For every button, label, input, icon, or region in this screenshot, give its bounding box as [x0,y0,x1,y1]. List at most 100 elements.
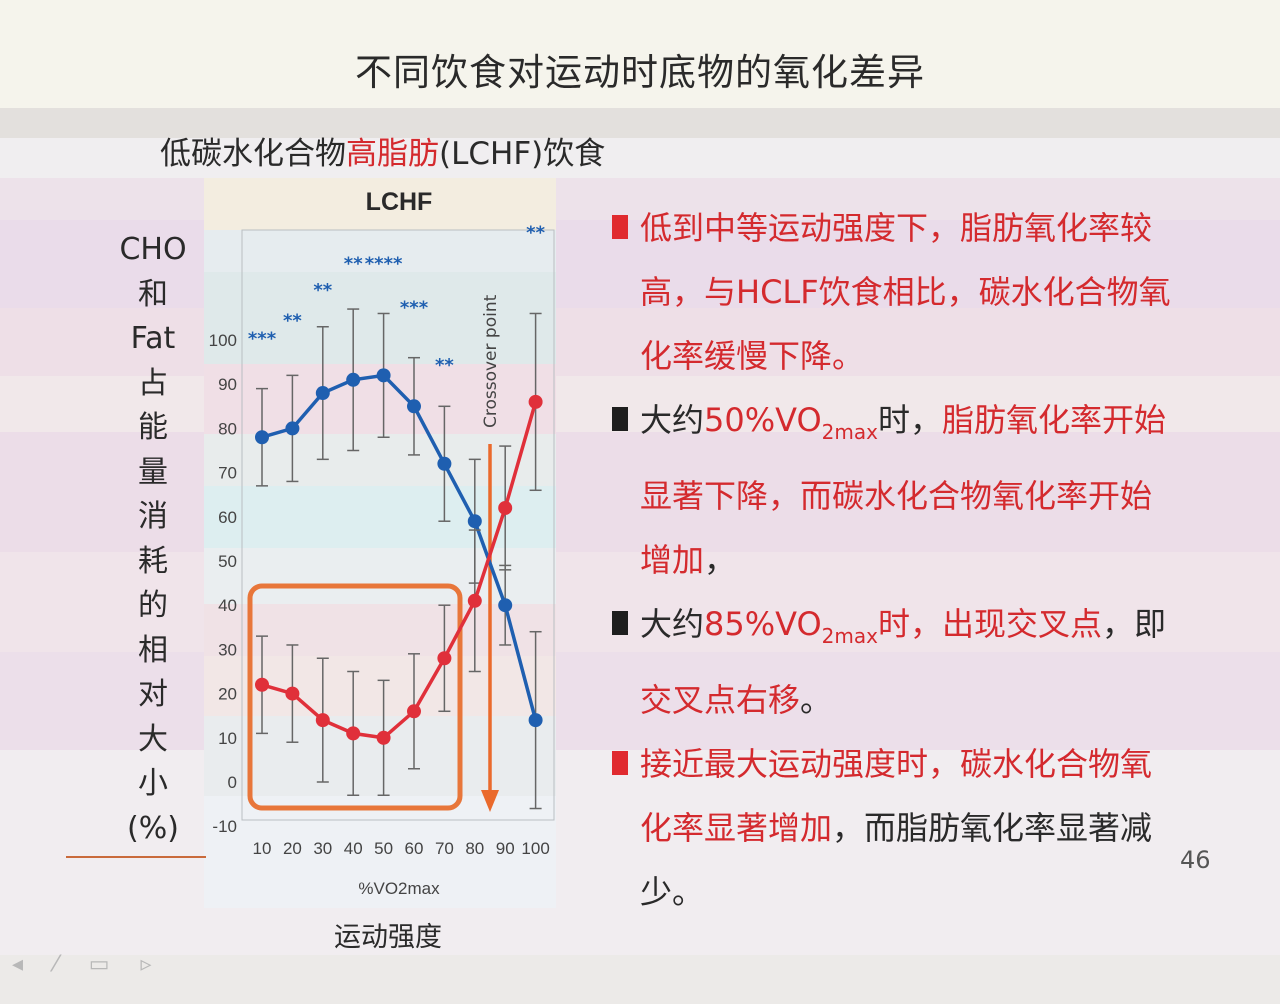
chart-title: LCHF [366,188,433,216]
crossover-label: Crossover point [481,294,501,428]
band-top [0,0,1280,108]
bullet-marker [612,611,628,635]
bullet-item: 大约85%VO2max时，出现交叉点，即交叉点右移。 [612,592,1172,732]
bullet-text: ，即 [1101,605,1166,643]
slideshow-controls[interactable]: ◂ ⁄ ▭ ▹ [12,952,164,977]
band [0,108,1280,138]
bullet-item: 低到中等运动强度下，脂肪氧化率较高，与HCLF饮食相比，碳水化合物氧化率缓慢下降… [612,196,1172,388]
slide-title: 不同饮食对运动时底物的氧化差异 [355,51,925,94]
bullet-text: 50%VO [704,401,822,439]
y-axis-label-char: 的 [138,588,168,623]
data-point-cho [498,500,513,515]
y-axis-label-char: CHO [119,232,187,267]
data-point-cho [467,593,482,608]
series-line-fat [261,373,538,721]
bullet-marker [612,751,628,775]
y-tick-label: 100 [209,331,237,350]
bottom-strip [0,955,1280,1004]
bullet-item: 大约50%VO2max时，脂肪氧化率开始显著下降，而碳水化合物氧化率开始增加， [612,388,1172,592]
bullet-text: 大约 [640,605,705,643]
bullet-marker [612,215,628,239]
x-tick-label: 50 [374,839,393,858]
significance-marker: ** [313,280,332,301]
x-tick-label: 80 [465,839,484,858]
data-point-fat [467,514,482,529]
data-point-cho [315,713,330,728]
subtitle-text: 低碳水化合物 [160,136,346,172]
bullet-text: 85%VO [704,605,822,643]
y-tick-label: 90 [218,375,237,394]
significance-marker: **** [365,253,403,274]
y-axis-label-char: 对 [138,677,168,712]
bullet-text: ， [704,541,737,579]
y-axis-label-char: 和 [138,276,168,312]
y-tick-label: 10 [218,729,237,748]
y-axis-label-char: Fat [130,321,176,356]
y-axis-label-char: 大 [138,721,168,757]
subtitle-text: (LCHF)饮食 [439,136,606,172]
y-tick-label: 70 [218,464,237,483]
bullet-item: 接近最大运动强度时，碳水化合物氧化率显著增加，而脂肪氧化率显著减少。 [612,732,1172,924]
data-point-cho [376,730,391,745]
significance-marker: ** [435,355,454,376]
bullet-text: 。 [800,681,833,719]
data-point-fat [498,598,513,613]
data-point-fat [255,430,269,445]
y-tick-label: 50 [218,552,237,571]
y-axis-label-char: 量 [138,454,168,490]
data-point-fat [437,456,452,471]
y-tick-label: 20 [218,685,237,704]
y-axis-label: CHO 和 Fat 占能量消耗的相对大小 (%) [118,228,188,851]
x-tick-label: 40 [344,839,363,858]
y-axis-label-char: 能 [138,410,168,445]
y-tick-label: 0 [228,773,237,792]
bullet-text: ，而脂肪氧化率显著减少。 [640,809,1153,911]
bullet-text: 低到中等运动强度下，脂肪氧化率较高，与HCLF饮食相比， [640,209,1153,311]
crossover-arrowhead [481,790,499,812]
x-tick-label: 100 [521,839,549,858]
significance-marker: ** [344,253,363,274]
significance-marker: ** [526,222,545,243]
bullet-text: 大约 [640,401,705,439]
bullet-text: 2max [821,420,878,444]
data-point-fat [315,386,330,401]
panel-stripe [204,796,556,908]
x-axis-label: %VO2max [358,879,440,898]
data-point-cho [407,704,421,719]
bullet-list: 低到中等运动强度下，脂肪氧化率较高，与HCLF饮食相比，碳水化合物氧化率缓慢下降… [612,196,1172,924]
bullet-text: 碳水化合物氧化率缓慢下降。 [640,273,1171,375]
data-point-fat [346,372,361,387]
bullet-text: 时， [877,401,942,439]
y-tick-label: 60 [218,508,237,527]
significance-marker: *** [400,297,429,318]
y-axis-label-char: (%) [127,810,179,846]
x-tick-label: 10 [253,839,272,858]
data-point-fat [407,399,421,414]
bullet-text: 2max [821,624,878,648]
panel-stripe [204,178,556,230]
x-caption: 运动强度 [334,922,442,953]
bullet-text: 时，出现交叉点 [877,605,1102,643]
y-axis-label-char: 耗 [138,543,168,579]
bullet-marker [612,407,628,431]
significance-marker: ** [283,311,302,332]
y-tick-label: -10 [212,817,237,836]
data-point-fat [376,368,391,383]
x-tick-label: 70 [435,839,454,858]
y-axis-label-char: 消 [138,499,168,534]
plot-frame [241,229,555,821]
panel-stripe [204,230,556,272]
significance-marker: *** [248,328,277,349]
series-line-cho [261,401,538,740]
data-point-fat [528,713,543,728]
x-tick-label: 60 [405,839,424,858]
subtitle-highlight: 高脂肪 [346,136,439,172]
bullet-text: 脂肪氧化率开始显著下降，而碳水化合物氧化率开始增加 [640,401,1166,579]
y-axis-label-char: 小 [138,766,168,801]
data-point-cho [437,651,452,666]
divider-line [66,856,206,858]
slide-subtitle: 低碳水化合物高脂肪(LCHF)饮食 [160,128,605,173]
highlight-box [247,583,463,811]
